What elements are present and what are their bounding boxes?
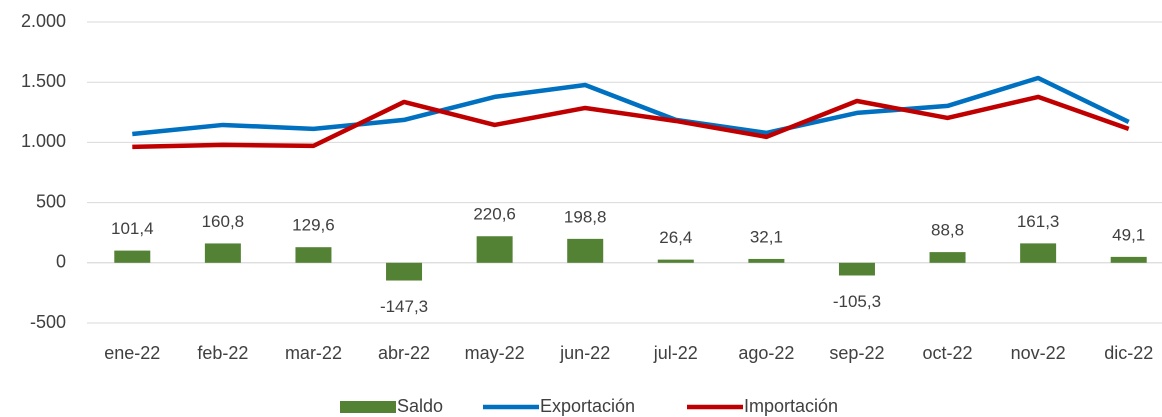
bar bbox=[204, 243, 241, 263]
y-tick-label: -500 bbox=[30, 312, 66, 332]
legend-label: Importación bbox=[744, 396, 838, 416]
data-label: 161,3 bbox=[1017, 212, 1060, 231]
bar bbox=[838, 262, 875, 276]
bar bbox=[567, 238, 604, 263]
bar bbox=[1020, 243, 1057, 263]
y-tick-label: 1.500 bbox=[21, 71, 66, 91]
x-tick-label: abr-22 bbox=[378, 343, 430, 363]
x-tick-label: sep-22 bbox=[829, 343, 884, 363]
data-label: 198,8 bbox=[564, 207, 607, 226]
data-label: 32,1 bbox=[750, 227, 783, 246]
x-tick-label: jul-22 bbox=[653, 343, 698, 363]
x-tick-label: feb-22 bbox=[197, 343, 248, 363]
x-tick-label: ago-22 bbox=[738, 343, 794, 363]
x-tick-label: nov-22 bbox=[1011, 343, 1066, 363]
legend-label: Exportación bbox=[540, 396, 635, 416]
bar bbox=[114, 250, 151, 263]
data-label: 101,4 bbox=[111, 219, 154, 238]
bar bbox=[657, 259, 694, 263]
x-tick-label: may-22 bbox=[465, 343, 525, 363]
y-tick-label: 0 bbox=[56, 252, 66, 272]
bar bbox=[1110, 256, 1147, 263]
bar bbox=[929, 252, 966, 263]
data-label: -147,3 bbox=[380, 297, 428, 316]
y-tick-label: 500 bbox=[36, 191, 66, 211]
data-label: 160,8 bbox=[202, 212, 245, 231]
bar bbox=[386, 262, 423, 281]
line bbox=[132, 75, 1130, 137]
x-tick-label: oct-22 bbox=[923, 343, 973, 363]
data-label: 220,6 bbox=[473, 205, 516, 224]
y-tick-label: 2.000 bbox=[21, 11, 66, 31]
bar bbox=[295, 247, 332, 263]
data-label: 88,8 bbox=[931, 221, 964, 240]
y-tick-label: 1.000 bbox=[21, 131, 66, 151]
data-label: 129,6 bbox=[292, 216, 335, 235]
data-label: 49,1 bbox=[1112, 225, 1145, 244]
line bbox=[132, 94, 1130, 150]
x-tick-label: ene-22 bbox=[104, 343, 160, 363]
legend-label: Saldo bbox=[397, 396, 443, 416]
x-tick-label: dic-22 bbox=[1104, 343, 1153, 363]
x-tick-label: mar-22 bbox=[285, 343, 342, 363]
bar bbox=[476, 236, 513, 263]
data-label: -105,3 bbox=[833, 292, 881, 311]
bar bbox=[748, 258, 785, 263]
legend-swatch bbox=[340, 401, 396, 413]
data-label: 26,4 bbox=[659, 228, 692, 247]
x-tick-label: jun-22 bbox=[559, 343, 610, 363]
